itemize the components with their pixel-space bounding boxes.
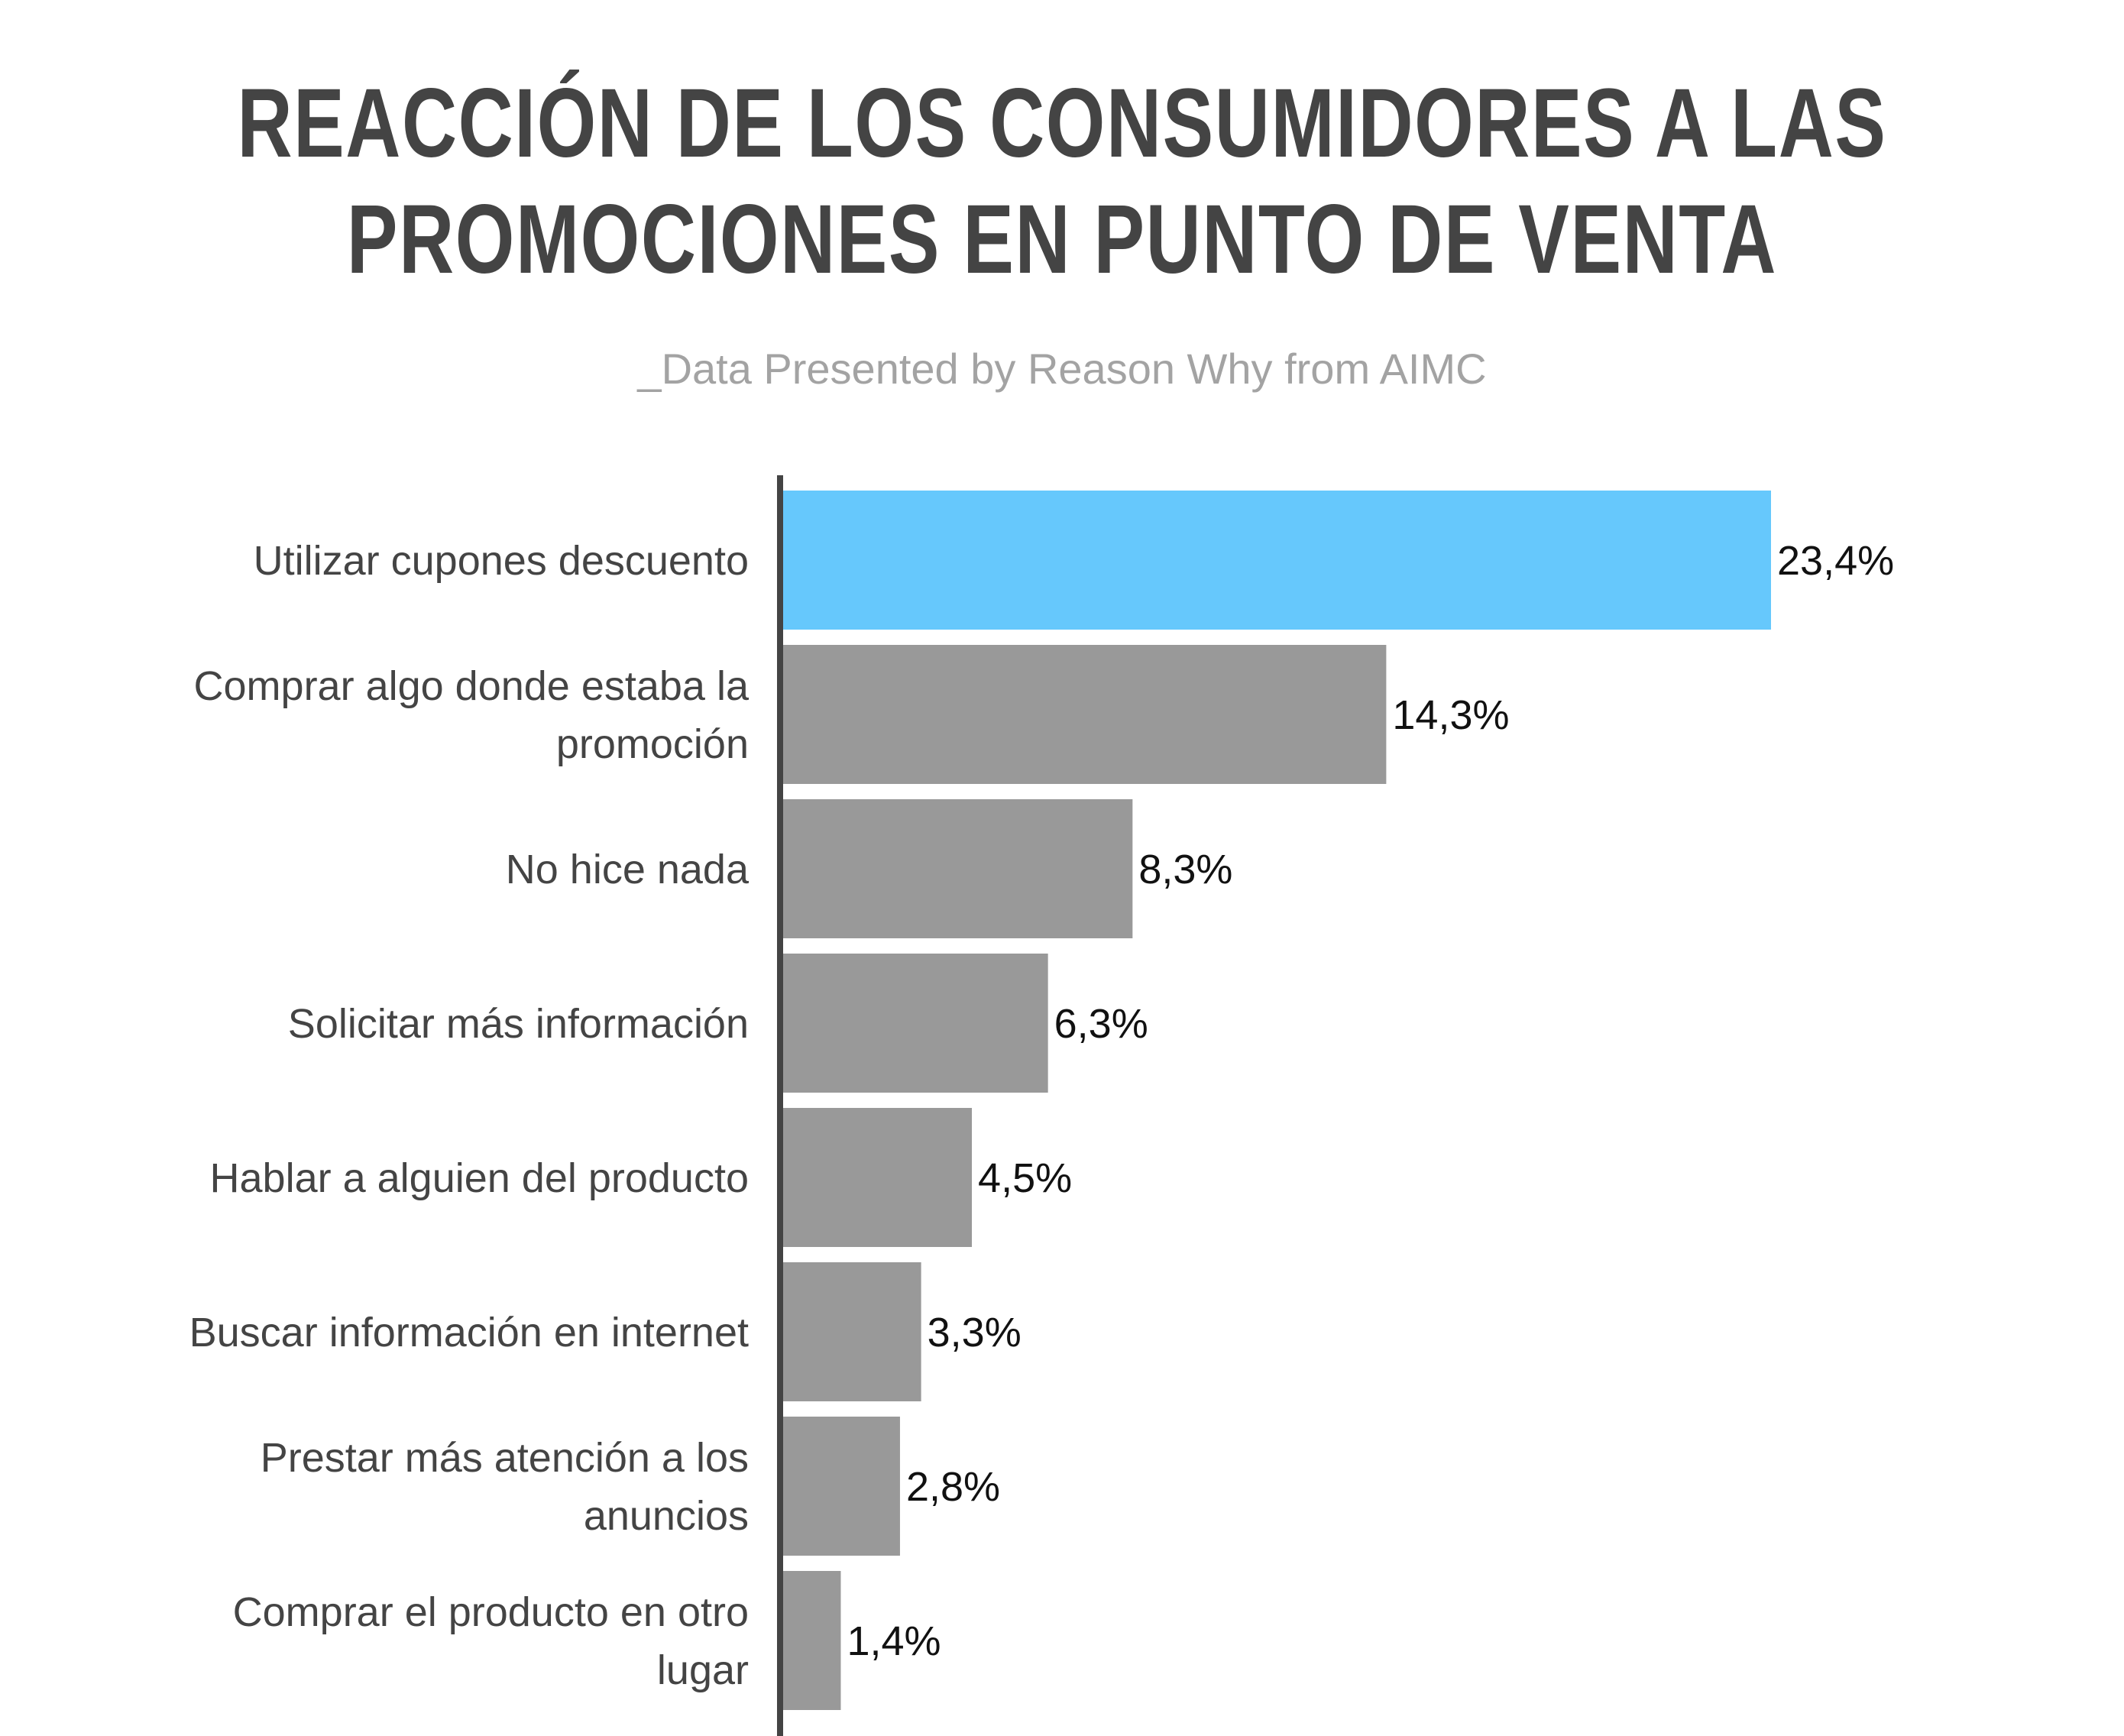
value-label-5: 4,5%: [978, 1155, 1072, 1201]
value-label-8: 1,4%: [847, 1618, 941, 1664]
value-labels-group: 23,4% 14,3% 8,3% 6,3% 4,5% 3,3% 2,8% 1,4%: [847, 538, 1894, 1664]
bar-8: [782, 1571, 841, 1710]
category-label-4: Solicitar más información: [288, 1001, 749, 1047]
bar-6: [782, 1262, 921, 1401]
category-label-5-line-1: Hablar a alguien del producto: [210, 1155, 749, 1201]
category-label-7: Prestar más atención a los anuncios: [261, 1435, 749, 1539]
category-label-4-line-1: Solicitar más información: [288, 1001, 749, 1047]
bar-4: [782, 954, 1048, 1093]
category-label-1-line-1: Utilizar cupones descuento: [254, 538, 749, 584]
value-label-7: 2,8%: [906, 1464, 1000, 1510]
category-label-2: Comprar algo donde estaba la promoción: [194, 663, 750, 767]
category-label-2-line-1: Comprar algo donde estaba la: [194, 663, 750, 709]
category-label-6: Buscar información en internet: [189, 1310, 749, 1355]
category-label-8-line-2: lugar: [657, 1647, 749, 1693]
category-label-8-line-1: Comprar el producto en otro: [233, 1589, 749, 1635]
value-label-2: 14,3%: [1392, 692, 1509, 738]
bar-1: [782, 491, 1771, 630]
category-label-8: Comprar el producto en otro lugar: [233, 1589, 749, 1693]
bar-3: [782, 799, 1133, 938]
bar-7: [782, 1417, 900, 1556]
value-label-6: 3,3%: [928, 1310, 1022, 1355]
bar-5: [782, 1108, 973, 1247]
category-label-1: Utilizar cupones descuento: [254, 538, 749, 584]
bar-2: [782, 645, 1387, 784]
category-label-3: No hice nada: [506, 847, 750, 892]
chart-subtitle: _Data Presented by Reason Why from AIMC: [637, 345, 1487, 393]
category-labels-group: Utilizar cupones descuento Comprar algo d…: [189, 538, 750, 1693]
bars-group: [782, 491, 1771, 1710]
category-label-7-line-2: anuncios: [584, 1493, 749, 1539]
chart-title-line-1: REACCIÓN DE LOS CONSUMIDORES A LAS: [237, 69, 1887, 178]
value-label-4: 6,3%: [1054, 1001, 1148, 1047]
category-label-5: Hablar a alguien del producto: [210, 1155, 749, 1201]
category-label-6-line-1: Buscar información en internet: [189, 1310, 749, 1355]
category-label-7-line-1: Prestar más atención a los: [261, 1435, 749, 1481]
value-label-1: 23,4%: [1777, 538, 1894, 584]
chart-title: REACCIÓN DE LOS CONSUMIDORES A LAS PROMO…: [234, 66, 1890, 298]
value-label-3: 8,3%: [1138, 847, 1232, 892]
category-label-2-line-2: promoción: [556, 721, 749, 767]
chart-title-line-2: PROMOCIONES EN PUNTO DE VENTA: [346, 185, 1778, 294]
category-label-3-line-1: No hice nada: [506, 847, 750, 892]
